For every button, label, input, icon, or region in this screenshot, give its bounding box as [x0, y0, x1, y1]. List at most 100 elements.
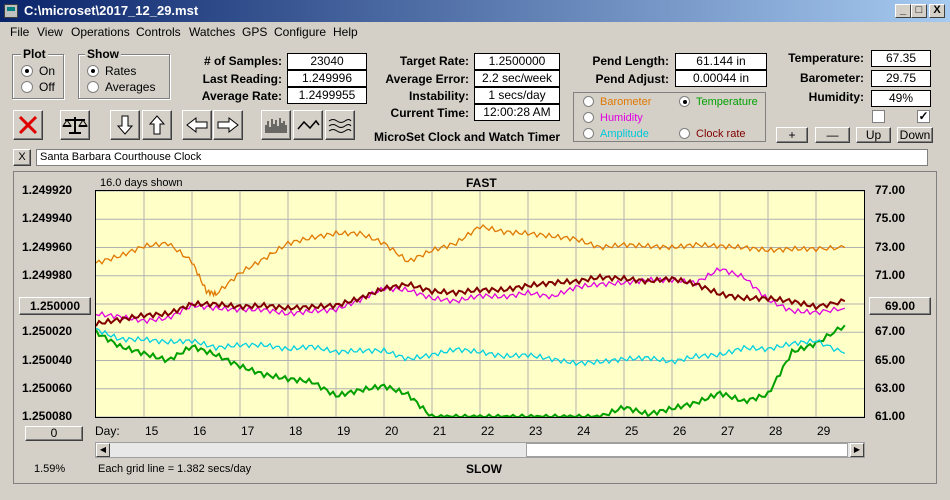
show-averages-radio[interactable]: Averages: [87, 80, 155, 94]
radio-icon: [583, 96, 594, 107]
day-tick-label: 19: [337, 424, 351, 438]
target-rate-value[interactable]: 1.2500000: [474, 53, 560, 70]
day-tick-label: 15: [145, 424, 159, 438]
scroll-right-button[interactable]: [213, 110, 243, 140]
minimize-button[interactable]: _: [895, 4, 911, 18]
menu-operations[interactable]: Operations: [71, 25, 130, 39]
zero-button[interactable]: 0: [25, 426, 83, 441]
right-value-button[interactable]: 69.00: [869, 297, 931, 315]
red-x-icon: [18, 115, 38, 135]
day-tick-label: 18: [289, 424, 303, 438]
pend-length-label: Pend Length:: [592, 54, 669, 68]
menu-file[interactable]: File: [10, 25, 30, 39]
show-group-label: Show: [85, 47, 121, 61]
show-averages-label: Averages: [105, 80, 156, 94]
right-tick-label: 75.00: [875, 211, 906, 226]
maximize-button[interactable]: □: [911, 4, 927, 18]
app-subtitle: MicroSet Clock and Watch Timer: [374, 130, 561, 144]
show-rates-label: Rates: [105, 64, 137, 78]
arrow-up-icon: [148, 115, 166, 135]
menu-gps[interactable]: GPS: [242, 25, 268, 39]
balance-button[interactable]: [60, 110, 90, 140]
day-tick-label: 20: [385, 424, 399, 438]
menu-help[interactable]: Help: [333, 25, 358, 39]
series-line-clock-rate: [96, 273, 846, 327]
app-icon: [4, 4, 18, 18]
scroll-left-button[interactable]: [182, 110, 212, 140]
left-tick-label: 1.249940: [22, 211, 73, 226]
plot-on-radio[interactable]: On: [21, 64, 55, 78]
current-time-value: 12:00:28 AM: [474, 104, 560, 121]
scroll-right-arrow[interactable]: ▶: [850, 443, 864, 457]
pend-adjust-value: 0.00044 in: [675, 70, 767, 87]
left-tick-label: 1.249960: [22, 239, 73, 254]
clear-button[interactable]: [13, 110, 43, 140]
left-tick-label: 1.250020: [22, 324, 73, 339]
series-line-humidity: [96, 267, 846, 325]
show-rates-radio[interactable]: Rates: [87, 64, 136, 78]
down-button[interactable]: Down: [897, 127, 933, 143]
scroll-thumb[interactable]: [526, 443, 848, 457]
barometer-label: Barometer:: [799, 71, 864, 85]
trace-temperature[interactable]: Temperature: [679, 96, 758, 108]
left-tick-label: 1.249920: [22, 183, 73, 197]
day-tick-label: 25: [625, 424, 639, 438]
menu-controls[interactable]: Controls: [136, 25, 181, 39]
trace-temperature-label: Temperature: [696, 96, 758, 108]
menu-bar: File View Operations Controls Watches GP…: [0, 22, 950, 42]
instability-label: Instability:: [408, 89, 469, 103]
radio-icon: [87, 81, 99, 93]
day-tick-label: 17: [241, 424, 255, 438]
time-scrollbar[interactable]: ◀ ▶: [95, 442, 865, 458]
trace-amplitude[interactable]: Amplitude: [583, 128, 649, 140]
menu-configure[interactable]: Configure: [274, 25, 327, 39]
scroll-left-arrow[interactable]: ◀: [96, 443, 110, 457]
radio-selected-icon: [87, 65, 99, 77]
plot-area: [95, 190, 865, 418]
option-checkbox-2[interactable]: ✓: [917, 109, 930, 123]
trace-clock-rate[interactable]: Clock rate: [679, 128, 746, 140]
bar-view-button[interactable]: [261, 110, 291, 140]
average-rate-value: 1.2499955: [287, 87, 367, 104]
pend-length-value[interactable]: 61.144 in: [675, 53, 767, 70]
trace-humidity[interactable]: Humidity: [583, 112, 643, 124]
plus-button[interactable]: +: [776, 127, 808, 143]
trace-barometer[interactable]: Barometer: [583, 96, 651, 108]
day-tick-label: 24: [577, 424, 591, 438]
samples-value: 23040: [287, 53, 367, 70]
title-bar[interactable]: C:\microset\2017_12_29.mst _ □ X: [0, 0, 950, 22]
minus-button[interactable]: —: [815, 127, 850, 143]
menu-view[interactable]: View: [37, 25, 63, 39]
barometer-value: 29.75: [871, 70, 931, 87]
up-button[interactable]: Up: [856, 127, 891, 143]
scroll-up-button[interactable]: [142, 110, 172, 140]
right-tick-label: 61.00: [875, 409, 906, 423]
option-checkbox-1[interactable]: [872, 110, 885, 123]
radio-icon: [679, 128, 690, 139]
humidity-label: Humidity:: [808, 90, 864, 104]
clock-name-field[interactable]: Santa Barbara Courthouse Clock: [36, 149, 928, 166]
grid-note-label: Each grid line = 1.382 secs/day: [98, 463, 252, 475]
plot-off-radio[interactable]: Off: [21, 80, 55, 94]
line-view-button[interactable]: [293, 110, 323, 140]
chart-svg: [96, 191, 864, 417]
temperature-value: 67.35: [871, 50, 931, 67]
arrow-right-icon: [217, 116, 239, 134]
close-clock-button[interactable]: X: [13, 149, 31, 166]
close-button[interactable]: X: [929, 4, 945, 18]
trace-humidity-label: Humidity: [600, 112, 643, 124]
bar-graph-icon: [265, 118, 287, 133]
target-rate-label: Target Rate:: [399, 54, 469, 68]
wave-view-button[interactable]: [325, 110, 355, 140]
zero-rate-button[interactable]: 1.250000: [19, 297, 91, 315]
menu-watches[interactable]: Watches: [189, 25, 236, 39]
right-tick-label: 71.00: [875, 267, 906, 282]
right-tick-label: 63.00: [875, 380, 906, 395]
average-error-value: 2.2 sec/week: [474, 70, 560, 87]
radio-selected-icon: [679, 96, 690, 107]
wave-graph-icon: [328, 119, 352, 133]
series-line-temperature: [96, 324, 846, 417]
arrow-left-icon: [186, 116, 208, 134]
scroll-down-button[interactable]: [110, 110, 140, 140]
